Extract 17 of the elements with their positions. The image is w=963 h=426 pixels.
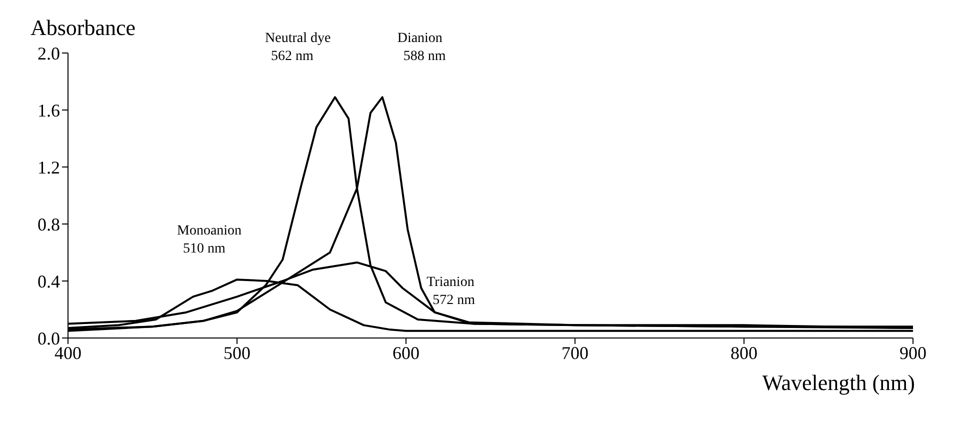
y-tick-label: 2.0 bbox=[38, 43, 60, 64]
y-axis-title: Absorbance bbox=[30, 15, 136, 40]
y-tick-label: 1.2 bbox=[38, 157, 60, 178]
y-tick-label: 1.6 bbox=[38, 100, 60, 120]
annotation: Monoanion 510 nm bbox=[177, 224, 242, 257]
y-tick-label: 0.8 bbox=[38, 214, 60, 234]
x-tick-label: 800 bbox=[730, 342, 758, 363]
x-tick-label: 500 bbox=[224, 342, 250, 363]
x-tick-label: 900 bbox=[900, 342, 926, 363]
x-tick-label: 600 bbox=[392, 342, 420, 363]
annotation: Neutral dye 562 nm bbox=[265, 31, 331, 64]
y-tick-label: 0.0 bbox=[38, 328, 60, 348]
x-axis-title: Wavelength (nm) bbox=[762, 370, 915, 395]
y-tick-label: 0.4 bbox=[38, 271, 60, 292]
annotation: Dianion 588 nm bbox=[397, 31, 446, 64]
x-tick-label: 700 bbox=[562, 342, 588, 363]
annotation: Trianion 572 nm bbox=[426, 275, 476, 308]
